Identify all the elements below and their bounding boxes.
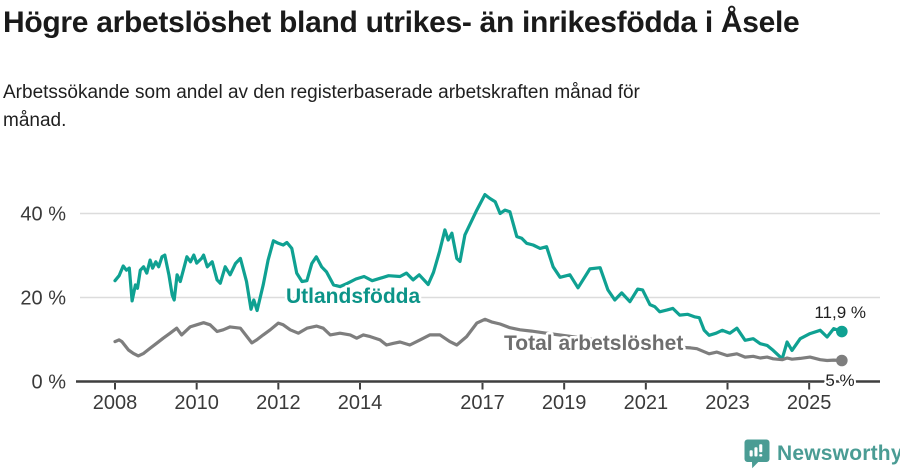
series-end-dot xyxy=(836,325,848,338)
y-axis-tick-label: 40 % xyxy=(20,204,66,226)
end-value-label-utlandsfodda: 11,9 % xyxy=(814,303,866,322)
gridlines xyxy=(80,212,880,299)
chart-labels: Utlandsfödda Total arbetslöshet 11,9 % 5… xyxy=(284,283,869,393)
chart-subtitle: Arbetssökande som andel av den registerb… xyxy=(3,79,823,134)
series-label-total-arbetsloshet: Total arbetslöshet xyxy=(504,332,683,355)
page-title: Högre arbetslöshet bland utrikes- än inr… xyxy=(3,6,800,39)
x-axis-tick-label: 2019 xyxy=(542,392,587,414)
axes: 0 % 20 % 40 % 2008 2010 2012 2014 2017 2019 2021 2… xyxy=(20,204,880,414)
data-series xyxy=(113,193,848,367)
x-axis-tick-label: 2025 xyxy=(787,392,832,414)
subtitle-line-2: månad. xyxy=(3,109,67,131)
newsworthy-branding: Newsworthy xyxy=(744,439,900,469)
newsworthy-logo-icon xyxy=(744,439,770,469)
y-axis-tick-label: 20 % xyxy=(20,288,66,310)
series-label-utlandsfodda: Utlandsfödda xyxy=(286,285,420,308)
x-axis-tick-label: 2010 xyxy=(174,392,219,414)
series-line xyxy=(113,193,844,361)
x-axis-tick-label: 2021 xyxy=(624,392,669,414)
x-axis-tick-label: 2023 xyxy=(705,392,750,414)
end-value-label-total: 5 % xyxy=(825,371,854,390)
x-axis-tick-label: 2012 xyxy=(256,392,301,414)
x-axis-tick-label: 2008 xyxy=(93,392,138,414)
x-axis-tick-label: 2014 xyxy=(338,392,383,414)
x-axis-tick-label: 2017 xyxy=(460,392,505,414)
y-axis-tick-label: 0 % xyxy=(32,372,67,394)
series-line xyxy=(113,317,844,363)
series-end-dot xyxy=(836,354,848,367)
subtitle-line-1: Arbetssökande som andel av den registerb… xyxy=(3,82,640,103)
brand-name: Newsworthy xyxy=(777,442,900,465)
